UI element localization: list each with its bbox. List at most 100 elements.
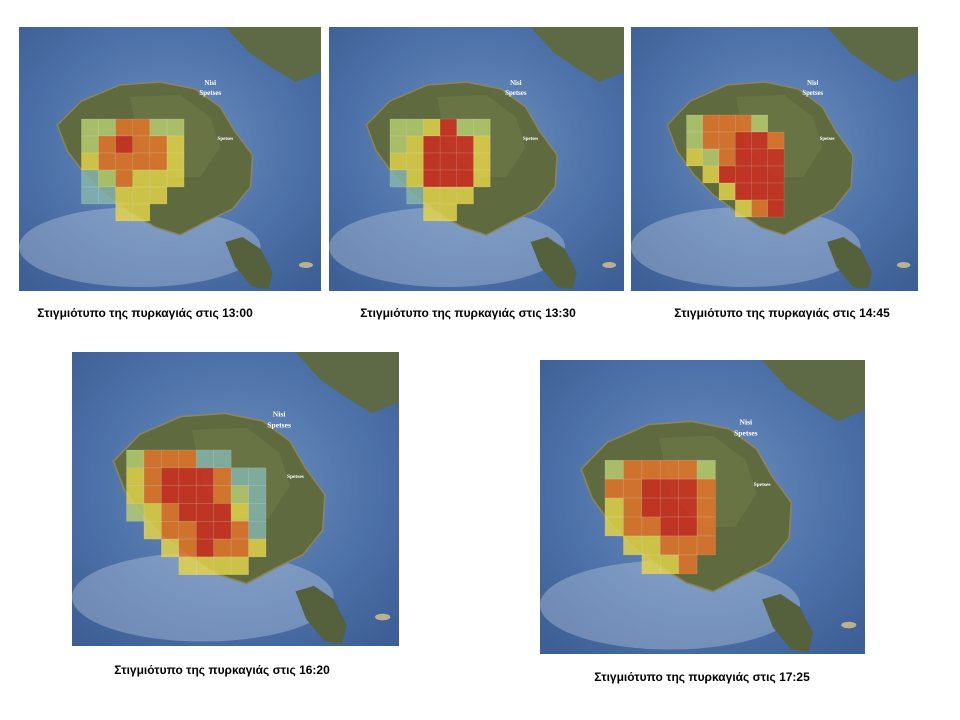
- fire-cell: [702, 114, 720, 133]
- fire-cell: [423, 186, 441, 205]
- fire-cell: [143, 449, 162, 469]
- islet-small: [375, 613, 391, 621]
- fire-cell: [406, 135, 424, 154]
- fire-cell: [735, 131, 752, 150]
- fire-cell: [149, 186, 168, 205]
- fire-cell: [702, 165, 720, 184]
- fire-cell: [213, 485, 232, 504]
- fire-cell: [406, 152, 424, 171]
- fire-cell: [166, 152, 185, 171]
- fire-cell: [406, 118, 424, 137]
- fire-cell: [456, 118, 474, 137]
- fire-cell: [178, 485, 197, 504]
- fire-cell: [604, 497, 624, 518]
- fire-cell: [213, 467, 232, 486]
- map-label: Spetses: [218, 137, 234, 142]
- fire-cell: [735, 199, 752, 218]
- fire-cell: [406, 186, 424, 205]
- fire-cell: [439, 135, 458, 154]
- fire-cell: [195, 485, 214, 504]
- fire-cell: [81, 186, 99, 205]
- fire-cell: [623, 497, 643, 518]
- fire-cell: [641, 478, 661, 499]
- fire-cell: [439, 169, 458, 188]
- map-label: Spetses: [287, 474, 304, 480]
- fire-cell: [439, 203, 458, 222]
- fire-cell: [702, 131, 720, 150]
- fire-cell: [248, 520, 267, 540]
- map: Nisi Spetses Spetses: [329, 27, 624, 291]
- fire-cell: [659, 535, 679, 556]
- fire-cell: [178, 449, 197, 469]
- fire-cell: [678, 516, 698, 537]
- map-label: Spetses: [802, 90, 823, 97]
- fire-cell: [126, 485, 145, 504]
- fire-cell: [126, 467, 145, 486]
- caption: Στιγμιότυπο της πυρκαγιάς στις 16:20: [114, 663, 330, 677]
- fire-cell: [641, 459, 661, 480]
- fire-cell: [718, 182, 736, 201]
- fire-cell: [641, 497, 661, 518]
- fire-cell: [767, 165, 785, 184]
- map-panel: Nisi Spetses Spetses: [631, 27, 918, 291]
- fire-cell: [195, 520, 214, 540]
- fire-cell: [178, 556, 197, 576]
- fire-cell: [81, 169, 99, 188]
- fire-cell: [423, 118, 441, 137]
- fire-cell: [678, 478, 698, 499]
- map: Nisi Spetses Spetses: [72, 352, 399, 646]
- haze: [72, 552, 334, 642]
- fire-cell: [213, 449, 232, 469]
- map-label: Nisi: [273, 410, 287, 419]
- fire-cell: [767, 131, 785, 150]
- fire-cell: [767, 182, 785, 201]
- fire-cell: [659, 554, 679, 575]
- map: Nisi Spetses Spetses: [19, 27, 321, 291]
- fire-cell: [149, 152, 168, 171]
- fire-cell: [248, 467, 267, 486]
- fire-cell: [659, 516, 679, 537]
- fire-cell: [115, 152, 134, 171]
- islet: [225, 237, 273, 289]
- fire-cell: [659, 478, 679, 499]
- fire-cell: [248, 503, 267, 522]
- fire-cell: [213, 503, 232, 522]
- fire-cell: [686, 148, 703, 167]
- fire-cell: [230, 520, 249, 540]
- fire-cell: [161, 485, 180, 504]
- fire-cell: [456, 169, 474, 188]
- fire-cell: [126, 449, 145, 469]
- islet: [762, 593, 813, 652]
- fire-cell: [696, 497, 716, 518]
- fire-cell: [696, 516, 716, 537]
- map-label: Spetses: [820, 137, 835, 142]
- fire-cell: [213, 520, 232, 540]
- fire-cell: [195, 449, 214, 469]
- fire-cell: [623, 535, 643, 556]
- fire-cell: [751, 114, 769, 133]
- fire-cell: [178, 467, 197, 486]
- fire-cell: [604, 459, 624, 480]
- fire-cell: [604, 478, 624, 499]
- fire-cell: [161, 449, 180, 469]
- fire-cell: [735, 114, 752, 133]
- haze: [329, 207, 565, 287]
- fire-cell: [389, 118, 407, 137]
- map-panel: Nisi Spetses Spetses: [329, 27, 624, 291]
- fire-cell: [423, 152, 441, 171]
- fire-cell: [423, 135, 441, 154]
- fire-cell: [473, 169, 491, 188]
- fire-cell: [767, 148, 785, 167]
- fire-cell: [767, 199, 785, 218]
- fire-cell: [623, 516, 643, 537]
- map-label: Spetses: [734, 429, 758, 438]
- fire-cell: [149, 169, 168, 188]
- fire-cell: [132, 169, 151, 188]
- islet-small: [896, 262, 911, 268]
- caption: Στιγμιότυπο της πυρκαγιάς στις 14:45: [674, 306, 890, 320]
- fire-cell: [98, 118, 116, 137]
- fire-cell: [718, 114, 736, 133]
- fire-cell: [143, 503, 162, 522]
- fire-cell: [230, 503, 249, 522]
- islet-small: [298, 262, 313, 268]
